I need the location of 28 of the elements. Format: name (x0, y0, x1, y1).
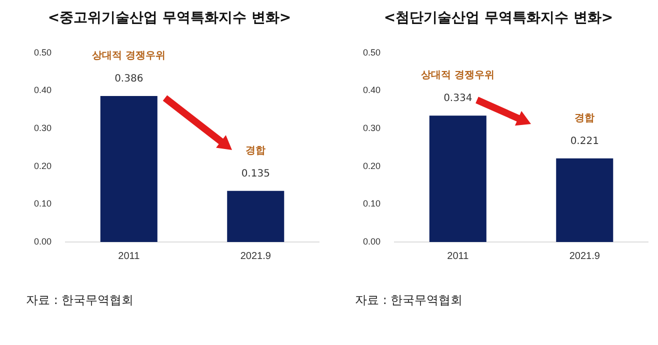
x-tick-label: 2021.9 (569, 250, 600, 262)
y-tick-label: 0.40 (362, 85, 381, 96)
y-tick-label: 0.30 (34, 122, 52, 133)
y-tick-label: 0.00 (362, 236, 381, 246)
annotation: 상대적 경쟁우위 (92, 50, 166, 62)
annotation: 경합 (574, 112, 595, 124)
x-tick-label: 2021.9 (240, 250, 272, 262)
text: 자료 : 한국무역협회 (26, 292, 134, 309)
y-tick-label: 0.20 (34, 160, 52, 171)
y-tick-label: 0.20 (362, 160, 381, 171)
x-tick-label: 2011 (447, 250, 470, 262)
y-tick-label: 0.00 (34, 236, 52, 246)
text: 자료 : 한국무역협회 (355, 292, 463, 309)
data-label: 0.386 (114, 74, 144, 85)
data-label: 0.135 (241, 168, 270, 180)
y-tick-label: 0.30 (362, 122, 381, 133)
y-tick-label: 0.10 (34, 198, 52, 209)
annotation: 경합 (246, 146, 266, 157)
y-tick-label: 0.40 (34, 85, 52, 96)
x-tick-label: 2011 (118, 250, 140, 262)
y-tick-label: 0.50 (362, 47, 381, 58)
chart-title: <중고위기술산업 무역특화지수 변화> (48, 10, 292, 26)
data-label: 0.221 (570, 136, 599, 147)
annotation: 상대적 경쟁우위 (421, 70, 495, 82)
data-label: 0.334 (444, 93, 472, 104)
y-tick-label: 0.50 (34, 47, 52, 58)
y-tick-label: 0.10 (362, 198, 381, 209)
chart-title: <첨단기술산업 무역특화지수 변화> (384, 10, 614, 26)
